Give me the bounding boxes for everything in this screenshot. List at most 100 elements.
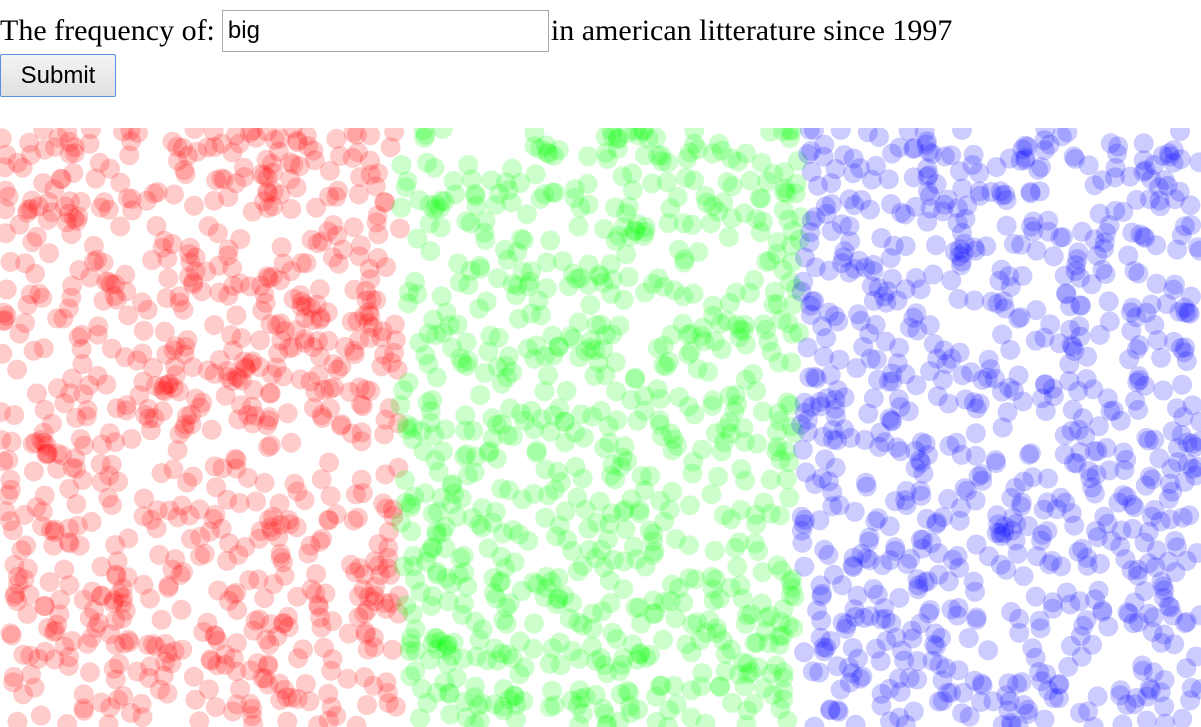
dot (435, 516, 456, 537)
dot (869, 436, 890, 457)
dot (673, 213, 694, 234)
dot (882, 411, 902, 432)
submit-button[interactable]: Submit (0, 54, 116, 97)
dot (1174, 297, 1195, 318)
dot (101, 274, 121, 295)
dot (1038, 680, 1059, 701)
dot (211, 133, 232, 154)
dot (648, 338, 668, 359)
dot (769, 626, 790, 647)
dot (846, 358, 867, 378)
dot (1013, 471, 1034, 492)
dot (562, 592, 583, 613)
dot (787, 150, 808, 171)
dot (360, 150, 381, 171)
dot (594, 438, 615, 459)
dot (59, 131, 80, 152)
dot (692, 439, 713, 460)
dot (7, 359, 28, 380)
dot (1025, 647, 1046, 668)
dot (1031, 671, 1052, 692)
dot (1162, 481, 1183, 502)
dot (298, 543, 319, 564)
dot (729, 327, 750, 348)
dot (254, 191, 274, 212)
dot (821, 173, 842, 194)
dot (388, 603, 409, 624)
dot (382, 499, 403, 520)
dot (424, 157, 445, 178)
dot (132, 707, 153, 727)
dot (320, 398, 341, 419)
dot (146, 216, 167, 236)
dot (1143, 662, 1164, 683)
dot (319, 452, 339, 473)
dot (569, 648, 590, 669)
dot (876, 631, 897, 652)
dot (242, 396, 263, 417)
dot (179, 244, 200, 264)
dot (426, 367, 447, 388)
dot (59, 647, 80, 667)
dot (443, 171, 464, 191)
dot (575, 341, 596, 361)
dot (903, 701, 924, 722)
dot (949, 246, 970, 267)
dot (1034, 140, 1055, 161)
dot (746, 381, 767, 402)
dot (886, 627, 907, 648)
dot (747, 657, 768, 678)
dot (105, 669, 126, 690)
dot (385, 330, 406, 351)
dot (719, 412, 740, 432)
dot (1113, 442, 1134, 463)
dot (779, 128, 800, 141)
dot (361, 289, 382, 310)
dot (193, 622, 214, 642)
word-input[interactable] (221, 10, 549, 52)
dot (733, 652, 753, 673)
dot (631, 613, 651, 634)
dot (1184, 437, 1201, 458)
dot (629, 503, 650, 524)
dot (1144, 314, 1165, 335)
dot (1124, 592, 1145, 613)
dot (240, 353, 261, 374)
dot (1190, 679, 1201, 700)
dot (264, 129, 285, 150)
dot (791, 414, 811, 435)
dot (1062, 399, 1083, 420)
dot (17, 202, 38, 223)
dot (1128, 366, 1149, 387)
dot (432, 522, 453, 543)
dot (1141, 294, 1162, 315)
dot (289, 156, 310, 177)
dot (422, 390, 443, 410)
dot (366, 212, 387, 233)
dot (801, 396, 822, 417)
dot (49, 604, 70, 625)
dot (127, 350, 148, 371)
dot (1061, 335, 1082, 356)
dot (578, 146, 599, 167)
dot (1063, 146, 1084, 167)
dot (485, 195, 506, 215)
dot (855, 257, 876, 278)
dot (222, 142, 243, 163)
dot (22, 433, 43, 454)
dot (323, 215, 344, 236)
dot (1169, 301, 1190, 322)
dot (347, 507, 368, 528)
dot (251, 164, 272, 185)
dot (1117, 602, 1138, 623)
dot (623, 536, 644, 557)
dot (592, 601, 613, 622)
dot (92, 585, 112, 606)
dot (774, 162, 795, 183)
dot (58, 531, 79, 552)
dot (475, 229, 496, 250)
dot (218, 187, 239, 207)
dot (175, 336, 196, 357)
dot (218, 285, 239, 306)
dot (1020, 183, 1041, 204)
